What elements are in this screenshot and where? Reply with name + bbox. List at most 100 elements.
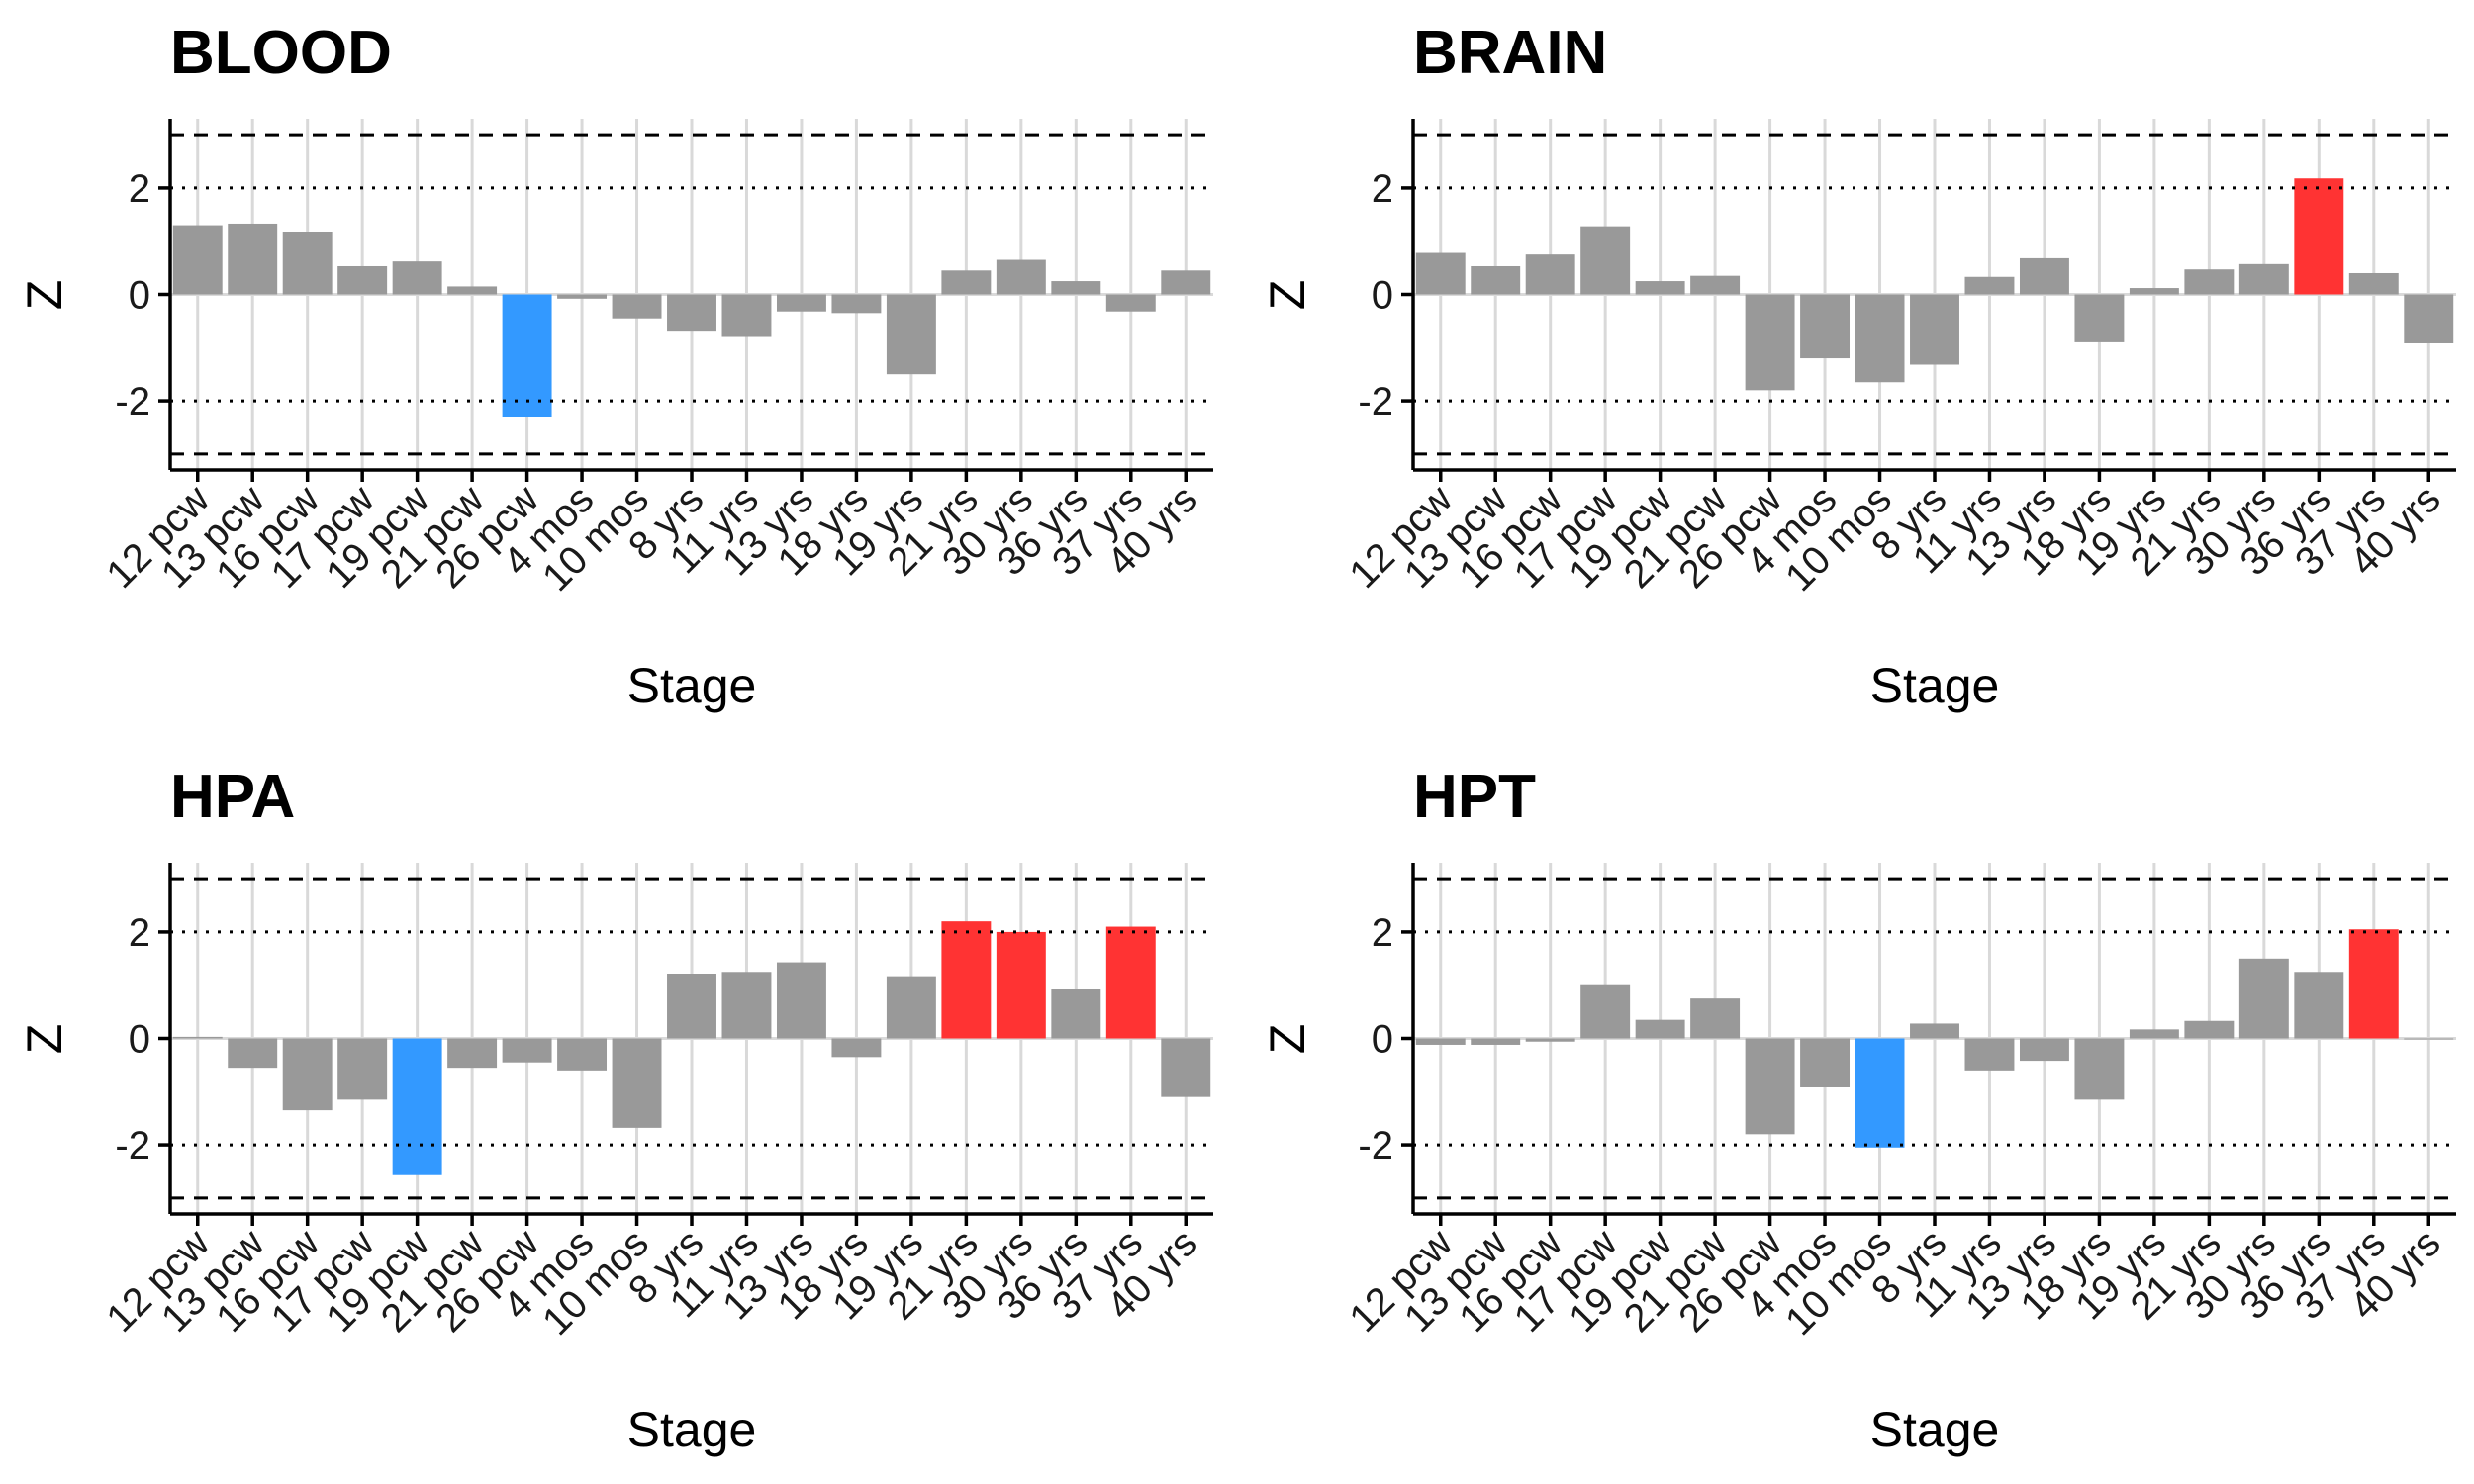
bar-30-yrs bbox=[996, 259, 1046, 295]
bar-11-yrs bbox=[721, 294, 772, 337]
bar-10-mos bbox=[1855, 294, 1905, 383]
y-tick-label: -2 bbox=[115, 1124, 150, 1167]
panel-title: BLOOD bbox=[170, 19, 392, 87]
bar-13-yrs bbox=[776, 962, 826, 1039]
y-tick-label: -2 bbox=[1358, 1124, 1393, 1167]
bar-40-yrs bbox=[2404, 294, 2454, 343]
y-tick-label: -2 bbox=[115, 380, 150, 423]
y-tick-label: 2 bbox=[129, 911, 150, 955]
bar-19-pcw bbox=[392, 261, 442, 295]
bar-21-yrs bbox=[2184, 269, 2235, 295]
bar-17-pcw bbox=[1580, 984, 1631, 1039]
bar-21-pcw bbox=[447, 1038, 498, 1069]
bar-13-pcw bbox=[228, 1038, 278, 1069]
bar-36-yrs bbox=[2294, 972, 2344, 1039]
bar-19-yrs bbox=[2129, 288, 2179, 295]
bar-4-mos bbox=[1800, 1038, 1851, 1087]
bar-13-pcw bbox=[1471, 265, 1521, 295]
bar-36-yrs bbox=[1051, 989, 1101, 1039]
bar-40-yrs bbox=[1161, 270, 1211, 295]
bar-19-pcw bbox=[1635, 1019, 1685, 1039]
y-tick-label: 2 bbox=[1372, 167, 1393, 211]
bar-13-pcw bbox=[1471, 1038, 1521, 1045]
bar-13-pcw bbox=[228, 223, 278, 295]
bar-16-pcw bbox=[282, 1038, 333, 1111]
bar-12-pcw bbox=[1415, 252, 1466, 295]
bar-26-pcw bbox=[1745, 294, 1795, 391]
y-tick-label: 2 bbox=[1372, 911, 1393, 955]
x-axis-title: Stage bbox=[627, 1402, 757, 1457]
bar-18-yrs bbox=[2074, 1038, 2125, 1100]
y-tick-label: -2 bbox=[1358, 380, 1393, 423]
bar-19-pcw bbox=[1635, 281, 1685, 295]
bar-8-yrs bbox=[667, 294, 716, 332]
bar-8-yrs bbox=[1910, 294, 1959, 365]
panel-title: HPT bbox=[1413, 763, 1536, 831]
bar-26-pcw bbox=[502, 1038, 552, 1063]
x-axis-title: Stage bbox=[1870, 658, 2000, 713]
y-tick-label: 2 bbox=[129, 167, 150, 211]
bar-4-mos bbox=[557, 294, 608, 299]
bar-16-pcw bbox=[1525, 254, 1575, 295]
bar-13-yrs bbox=[2019, 1038, 2069, 1062]
bar-10-mos bbox=[612, 294, 662, 319]
bar-18-yrs bbox=[831, 294, 882, 314]
panel-title: BRAIN bbox=[1413, 19, 1607, 87]
bar-17-pcw bbox=[1580, 226, 1631, 295]
bar-18-yrs bbox=[831, 1038, 882, 1058]
bar-36-yrs bbox=[1051, 281, 1101, 295]
y-axis-title: Z bbox=[1260, 280, 1315, 311]
bar-12-pcw bbox=[1415, 1038, 1466, 1045]
bar-12-pcw bbox=[172, 1036, 223, 1039]
bar-30-yrs bbox=[2238, 958, 2289, 1039]
bar-26-pcw bbox=[502, 294, 552, 417]
y-axis-title: Z bbox=[17, 280, 72, 311]
bar-17-pcw bbox=[337, 1038, 388, 1100]
x-axis-title: Stage bbox=[1870, 1402, 2000, 1457]
bar-40-yrs bbox=[2404, 1038, 2454, 1040]
bar-37-yrs bbox=[2348, 272, 2399, 295]
bar-30-yrs bbox=[2238, 263, 2289, 295]
bar-21-pcw bbox=[447, 286, 498, 295]
bar-21-yrs bbox=[941, 921, 992, 1039]
bar-37-yrs bbox=[1105, 294, 1156, 312]
bar-19-pcw bbox=[392, 1038, 442, 1175]
y-tick-label: 0 bbox=[1372, 1018, 1393, 1062]
y-axis-title: Z bbox=[17, 1024, 72, 1055]
bar-4-mos bbox=[1800, 294, 1851, 359]
bar-19-yrs bbox=[886, 976, 936, 1039]
bar-10-mos bbox=[1855, 1038, 1905, 1148]
bar-11-yrs bbox=[1964, 1038, 2015, 1071]
bar-19-yrs bbox=[2129, 1029, 2179, 1039]
bar-12-pcw bbox=[172, 225, 223, 295]
bar-11-yrs bbox=[721, 972, 772, 1039]
bar-19-yrs bbox=[886, 294, 936, 375]
x-axis-title: Stage bbox=[627, 658, 757, 713]
bar-37-yrs bbox=[2348, 929, 2399, 1039]
y-tick-label: 0 bbox=[129, 1018, 150, 1062]
bar-21-yrs bbox=[941, 270, 992, 295]
bar-21-pcw bbox=[1690, 998, 1741, 1039]
bar-11-yrs bbox=[1964, 276, 2015, 295]
bar-30-yrs bbox=[996, 931, 1046, 1039]
bar-18-yrs bbox=[2074, 294, 2125, 342]
y-tick-label: 0 bbox=[1372, 274, 1393, 318]
bar-16-pcw bbox=[1525, 1038, 1575, 1042]
bar-8-yrs bbox=[667, 974, 716, 1039]
y-tick-label: 0 bbox=[129, 274, 150, 318]
bar-17-pcw bbox=[337, 265, 388, 295]
bar-16-pcw bbox=[282, 232, 333, 295]
bar-26-pcw bbox=[1745, 1038, 1795, 1135]
bar-37-yrs bbox=[1105, 926, 1156, 1039]
bar-13-yrs bbox=[2019, 257, 2069, 295]
bar-10-mos bbox=[612, 1038, 662, 1128]
bar-40-yrs bbox=[1161, 1038, 1211, 1097]
panel-title: HPA bbox=[170, 763, 295, 831]
bar-13-yrs bbox=[776, 294, 826, 312]
bar-21-pcw bbox=[1690, 275, 1741, 295]
